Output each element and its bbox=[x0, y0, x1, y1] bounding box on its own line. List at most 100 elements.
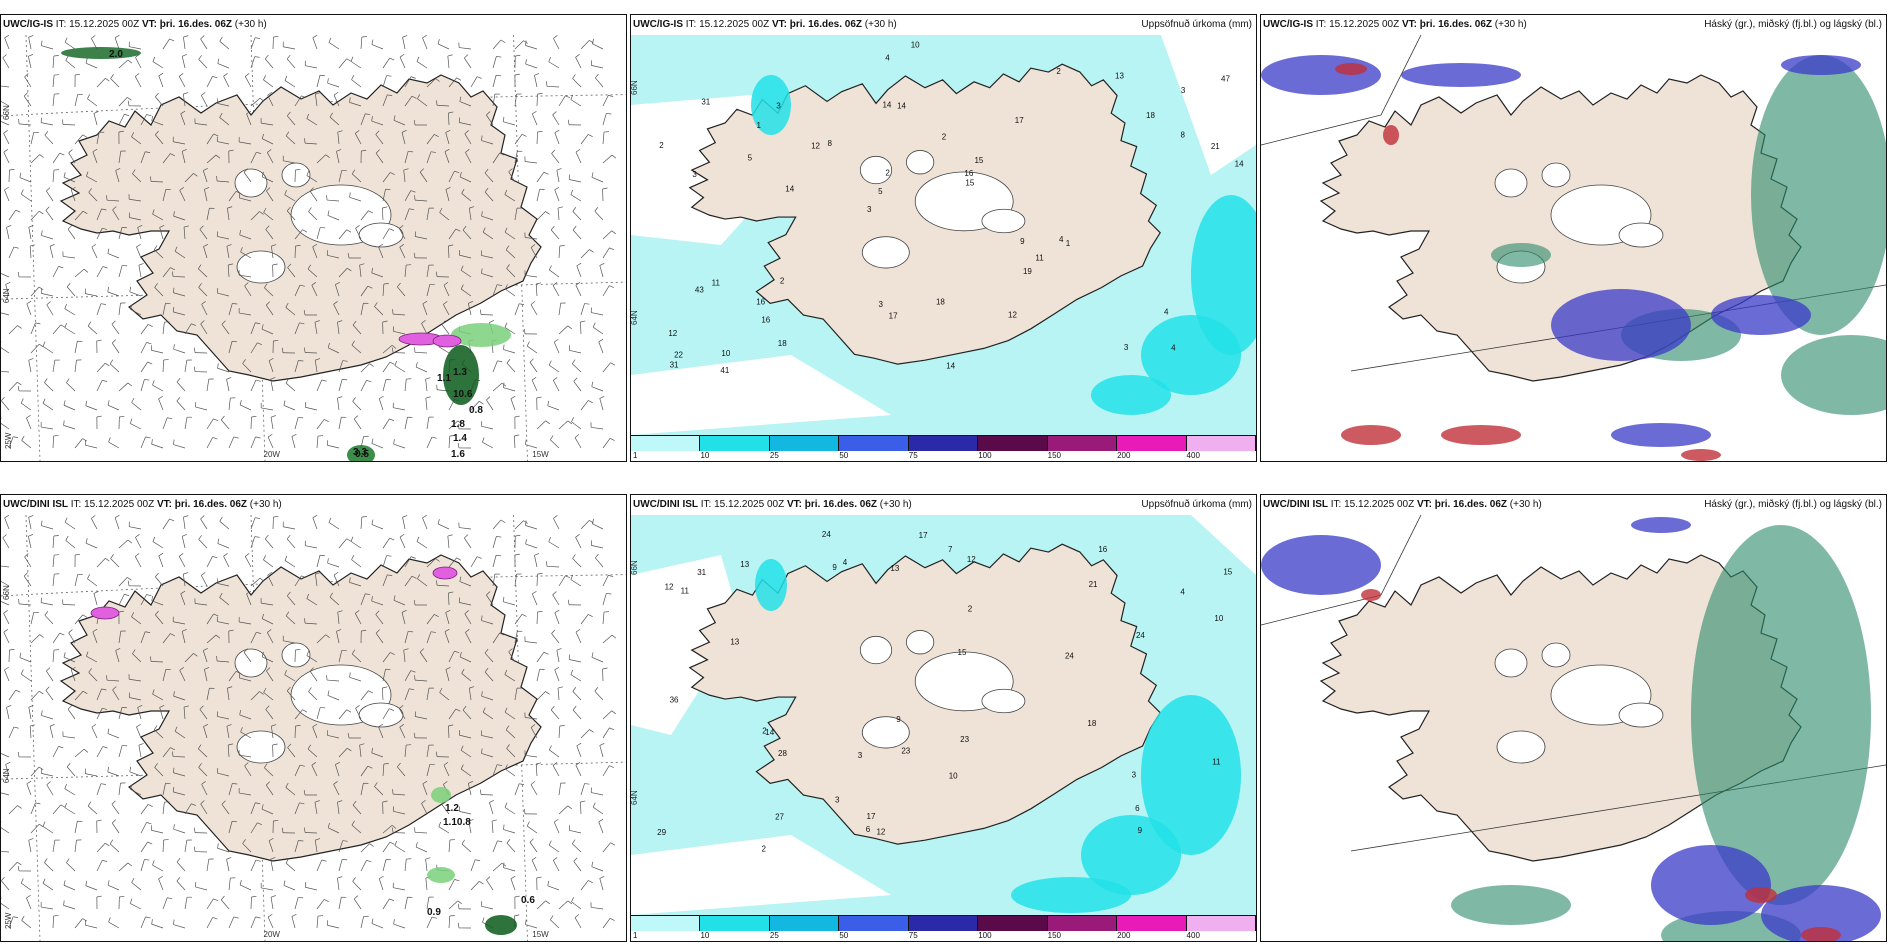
wind-barb bbox=[572, 363, 582, 373]
wind-barb bbox=[173, 311, 186, 316]
wind-barb-flag bbox=[295, 245, 301, 247]
wind-barb-flag bbox=[575, 54, 580, 58]
wind-barb bbox=[250, 859, 257, 872]
wind-barb-flag bbox=[264, 534, 269, 540]
wind-barb-flag bbox=[15, 689, 21, 693]
legend-label: 1 bbox=[633, 931, 638, 940]
wind-barb bbox=[131, 616, 142, 625]
wind-barb-flag bbox=[389, 708, 394, 711]
wind-barb-flag bbox=[182, 149, 187, 152]
wind-barb bbox=[151, 443, 164, 449]
wind-barb-flag bbox=[83, 748, 89, 753]
wind-barb-flag bbox=[88, 668, 92, 673]
precip-amount-label: 31 bbox=[670, 360, 679, 369]
wind-barb-flag bbox=[609, 727, 615, 731]
wind-barb bbox=[118, 539, 129, 549]
wind-barb-flag bbox=[351, 340, 355, 346]
wind-barb-flag bbox=[591, 38, 595, 44]
wind-barb bbox=[591, 65, 604, 69]
wind-barb bbox=[459, 581, 472, 587]
wind-barb bbox=[1, 371, 10, 373]
wind-barb-flag bbox=[465, 149, 470, 153]
wind-barb bbox=[599, 745, 604, 758]
wind-barb bbox=[461, 193, 472, 202]
wind-barb bbox=[87, 325, 98, 335]
wind-barbs bbox=[1, 515, 617, 929]
wind-barb-flag bbox=[221, 320, 226, 325]
wind-barb-flag bbox=[92, 628, 98, 633]
wind-barb bbox=[371, 600, 384, 606]
wind-barb bbox=[569, 349, 582, 354]
wind-barb-flag bbox=[111, 339, 117, 344]
wind-barb-flag bbox=[327, 690, 330, 696]
wind-barb bbox=[155, 614, 164, 625]
wind-barb-flag bbox=[198, 763, 202, 768]
wind-barb-flag bbox=[572, 554, 576, 559]
glacier bbox=[1496, 730, 1546, 764]
wind-barb bbox=[591, 906, 604, 910]
wind-barb-flag bbox=[389, 361, 395, 365]
wind-barb-flag bbox=[38, 210, 44, 215]
wind-barb-flag bbox=[302, 709, 308, 713]
wind-barb bbox=[327, 199, 340, 202]
wind-barb bbox=[85, 773, 98, 777]
wind-barb bbox=[448, 436, 451, 449]
wind-barb-flag bbox=[71, 186, 76, 190]
wind-barb bbox=[44, 134, 54, 145]
wind-barb-flag bbox=[550, 915, 554, 920]
wind-barb bbox=[66, 382, 76, 392]
wind-barb bbox=[547, 405, 560, 411]
wind-barb-flag bbox=[63, 420, 65, 426]
wind-barb-flag bbox=[130, 304, 133, 310]
glacier bbox=[1541, 642, 1571, 668]
precip-value-label: 0.5 bbox=[355, 449, 369, 460]
wind-barb-flag bbox=[83, 268, 89, 273]
wind-barb-flag bbox=[402, 515, 408, 518]
precip-amount-label: 47 bbox=[1221, 74, 1230, 83]
wind-barb-flag bbox=[176, 876, 181, 882]
wind-barb-flag bbox=[285, 302, 289, 308]
wind-barb bbox=[535, 764, 538, 777]
precip-amount-label: 4 bbox=[1164, 307, 1169, 316]
legend-color-cell bbox=[978, 436, 1048, 452]
wind-barb-flag bbox=[419, 168, 424, 173]
wind-barb bbox=[336, 631, 340, 644]
wind-barb bbox=[152, 693, 164, 701]
precip-amount-label: 8 bbox=[1181, 131, 1186, 140]
wind-barb bbox=[531, 379, 538, 392]
wind-barb bbox=[557, 208, 560, 221]
wind-barb bbox=[525, 237, 538, 240]
wind-barb-flag bbox=[145, 436, 151, 439]
wind-barb bbox=[354, 613, 362, 625]
wind-barb bbox=[575, 765, 582, 777]
wind-barb-flag bbox=[534, 73, 540, 76]
wind-barb-flag bbox=[572, 839, 576, 844]
wind-barb-flag bbox=[438, 821, 441, 827]
wind-barb-flag bbox=[416, 536, 420, 542]
wind-barb bbox=[404, 859, 407, 872]
wind-barb bbox=[261, 407, 274, 411]
wind-barb bbox=[294, 840, 299, 853]
wind-barb bbox=[459, 101, 472, 107]
panel-right-title: Uppsöfnuð úrkoma (mm) bbox=[1141, 499, 1252, 510]
wind-barb bbox=[42, 403, 54, 411]
wind-barb-flag bbox=[1, 396, 5, 401]
wind-barb-flag bbox=[391, 824, 397, 829]
wind-barb bbox=[426, 916, 433, 929]
wind-barb-flag bbox=[46, 781, 51, 786]
wind-barb bbox=[468, 208, 472, 221]
wind-barb bbox=[572, 78, 582, 88]
wind-barb-flag bbox=[64, 802, 68, 808]
wind-barb bbox=[184, 840, 188, 853]
wind-barb-flag bbox=[155, 130, 159, 135]
low-cloud bbox=[1335, 63, 1367, 75]
wind-barb-flag bbox=[504, 669, 508, 675]
wind-barb-flag bbox=[361, 149, 367, 152]
wind-barb bbox=[448, 171, 455, 183]
wind-barb-flag bbox=[44, 378, 48, 383]
wind-barb-flag bbox=[387, 94, 393, 97]
wind-barb bbox=[482, 441, 494, 449]
wind-barb bbox=[283, 885, 296, 891]
wind-barb bbox=[74, 614, 84, 625]
wind-barb bbox=[316, 916, 319, 929]
